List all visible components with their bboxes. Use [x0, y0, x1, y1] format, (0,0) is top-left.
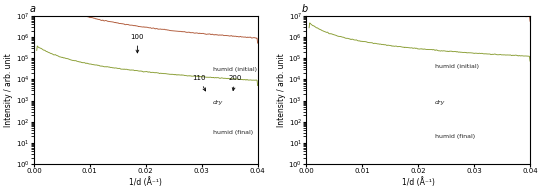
Text: a: a [29, 4, 35, 14]
Text: b: b [302, 4, 308, 14]
Text: dry: dry [435, 100, 446, 105]
Text: 200: 200 [229, 75, 242, 91]
Text: humid (final): humid (final) [435, 134, 475, 139]
X-axis label: 1/d (Å⁻¹): 1/d (Å⁻¹) [130, 177, 162, 187]
Y-axis label: Intensity / arb. unit: Intensity / arb. unit [276, 53, 286, 127]
Text: humid (final): humid (final) [213, 130, 253, 135]
Text: humid (initial): humid (initial) [213, 67, 257, 72]
Text: 110: 110 [192, 75, 205, 91]
Text: humid (initial): humid (initial) [435, 64, 479, 69]
Y-axis label: Intensity / arb. unit: Intensity / arb. unit [4, 53, 13, 127]
Text: dry: dry [213, 100, 223, 105]
X-axis label: 1/d (Å⁻¹): 1/d (Å⁻¹) [402, 177, 435, 187]
Text: 100: 100 [131, 34, 144, 53]
